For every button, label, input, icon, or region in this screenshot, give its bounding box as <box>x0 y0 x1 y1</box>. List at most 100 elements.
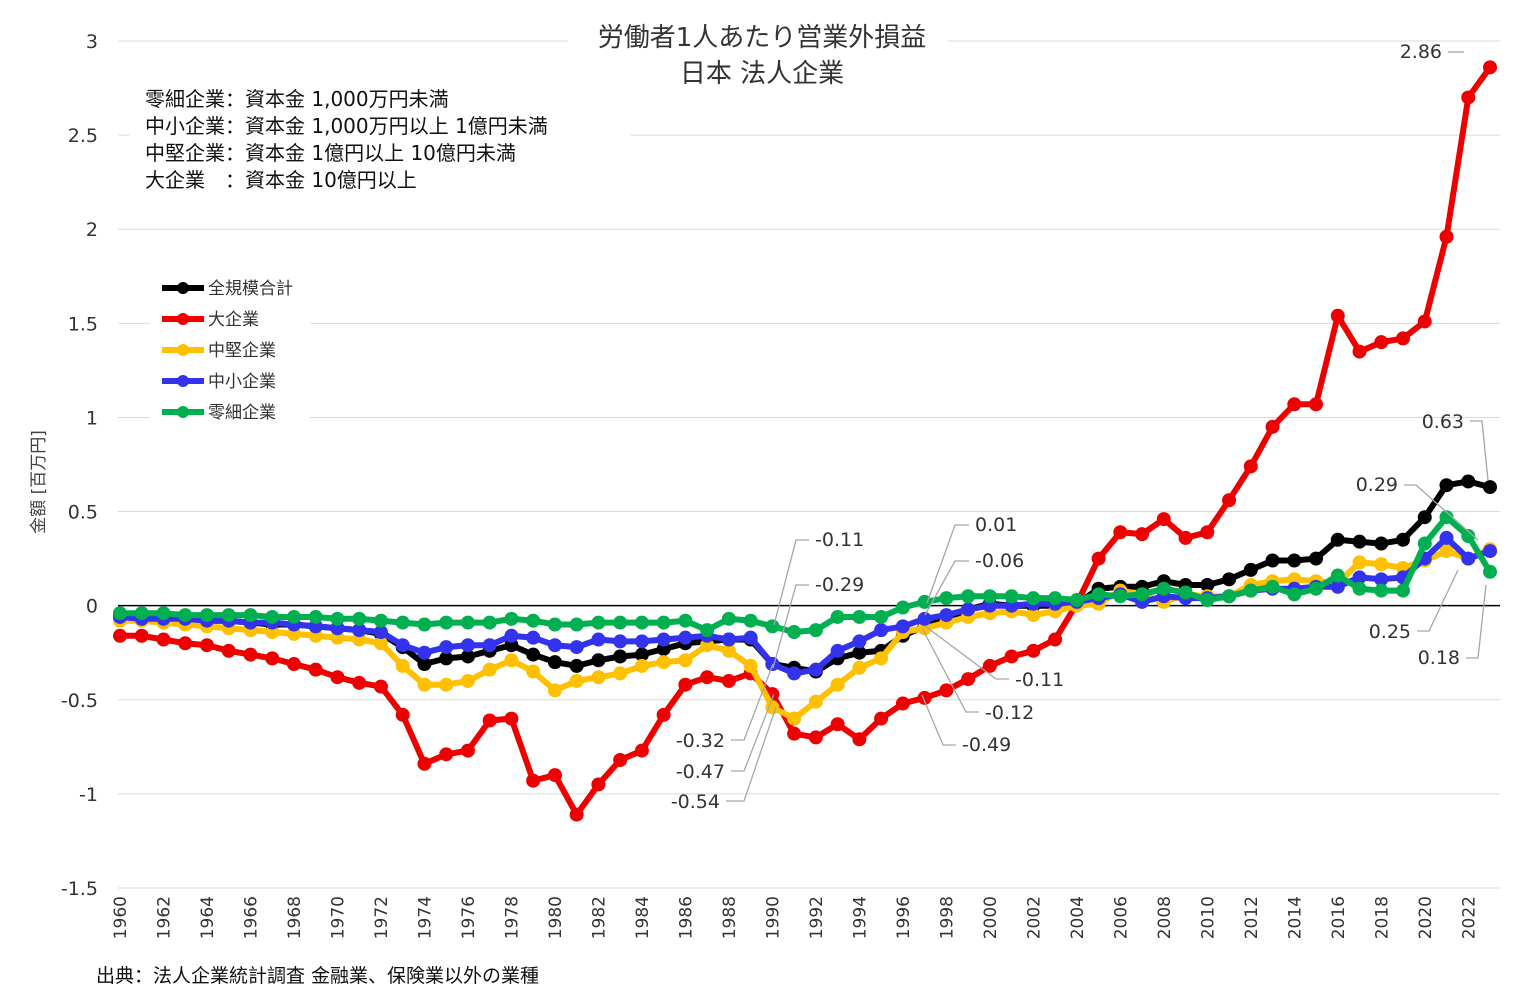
data-point <box>830 677 845 692</box>
data-point <box>373 613 388 628</box>
data-point <box>504 628 519 643</box>
x-tick-label: 1990 <box>763 896 783 939</box>
data-point <box>830 717 845 732</box>
source-note: 出典：法人企業統計調査 金融業、保険業以外の業種 <box>96 965 539 987</box>
x-tick-label: 1978 <box>502 896 522 939</box>
data-point <box>917 611 932 626</box>
data-point <box>895 619 910 634</box>
data-point <box>895 600 910 615</box>
data-point <box>1439 530 1454 545</box>
data-point <box>1330 308 1345 323</box>
data-point <box>178 608 193 623</box>
data-label: 0.18 <box>1418 647 1460 669</box>
leader-line <box>1404 484 1479 541</box>
data-point <box>1135 527 1150 542</box>
legend-item: 中小企業 <box>162 372 276 392</box>
y-tick-label: -0.5 <box>61 690 98 712</box>
y-tick-label: 2.5 <box>68 125 98 147</box>
data-point <box>569 673 584 688</box>
data-point <box>613 615 628 630</box>
legend-item: 大企業 <box>162 310 259 330</box>
x-tick-label: 1992 <box>807 896 827 939</box>
data-point <box>1483 480 1497 495</box>
data-label: -0.11 <box>815 529 864 551</box>
data-point <box>460 673 475 688</box>
data-label: -0.47 <box>676 761 725 783</box>
data-point <box>1004 649 1019 664</box>
data-point <box>1330 568 1345 583</box>
data-point <box>1113 589 1128 604</box>
x-tick-label: 2002 <box>1024 896 1044 939</box>
data-label: 0.01 <box>975 514 1017 536</box>
leader-line <box>731 663 774 741</box>
legend-marker <box>177 282 189 294</box>
data-point <box>1309 551 1324 566</box>
data-point <box>199 608 214 623</box>
data-point <box>787 711 802 726</box>
data-label: -0.11 <box>1015 669 1064 691</box>
data-point <box>1461 551 1476 566</box>
data-point <box>526 630 541 645</box>
data-label: 0.29 <box>1356 474 1398 496</box>
data-point <box>308 662 323 677</box>
data-point <box>482 662 497 677</box>
data-point <box>1396 583 1411 598</box>
data-point <box>1417 536 1432 551</box>
data-point <box>1091 587 1106 602</box>
x-tick-label: 1964 <box>198 896 218 939</box>
data-point <box>439 615 454 630</box>
data-point <box>373 625 388 640</box>
x-tick-label: 1976 <box>459 896 479 939</box>
legend-label: 中堅企業 <box>208 341 276 361</box>
legend-label: 中小企業 <box>208 372 276 392</box>
data-point <box>591 777 606 792</box>
data-point <box>591 615 606 630</box>
y-axis-label: 金額 [百万円] <box>29 430 49 534</box>
data-point <box>1048 591 1063 606</box>
data-point <box>1222 572 1237 587</box>
leader-line <box>772 584 809 669</box>
data-point <box>852 660 867 675</box>
data-point <box>504 653 519 668</box>
data-point <box>1113 525 1128 540</box>
data-point <box>1352 581 1367 596</box>
data-point <box>1374 536 1389 551</box>
series-line <box>120 65 1493 818</box>
data-point <box>939 608 954 623</box>
data-point <box>1352 344 1367 359</box>
data-point <box>265 651 280 666</box>
data-point <box>678 653 693 668</box>
data-point <box>1287 587 1302 602</box>
data-point <box>439 640 454 655</box>
data-point <box>1374 572 1389 587</box>
y-tick-label: -1 <box>79 784 98 806</box>
data-point <box>395 707 410 722</box>
data-point <box>852 645 867 660</box>
data-point <box>221 608 236 623</box>
data-point <box>917 690 932 705</box>
data-point <box>700 623 715 638</box>
data-point <box>373 636 388 651</box>
data-point <box>1439 229 1454 244</box>
x-tick-label: 2006 <box>1111 896 1131 939</box>
data-point <box>1483 60 1497 75</box>
data-point <box>895 696 910 711</box>
data-label: -0.54 <box>671 791 720 813</box>
data-point <box>1243 459 1258 474</box>
data-point <box>1396 331 1411 346</box>
data-point <box>330 670 345 685</box>
y-tick-label: 1.5 <box>68 313 98 335</box>
annotation-leaders <box>726 51 1489 802</box>
x-tick-label: 1988 <box>720 896 740 939</box>
data-point <box>743 613 758 628</box>
data-point <box>1374 557 1389 572</box>
data-point <box>591 632 606 647</box>
x-tick-label: 2008 <box>1155 896 1175 939</box>
data-point <box>1026 643 1041 658</box>
series-layer <box>113 60 1497 822</box>
data-point <box>1222 493 1237 508</box>
data-point <box>417 756 432 771</box>
legend-marker <box>177 375 189 387</box>
data-point <box>765 619 780 634</box>
